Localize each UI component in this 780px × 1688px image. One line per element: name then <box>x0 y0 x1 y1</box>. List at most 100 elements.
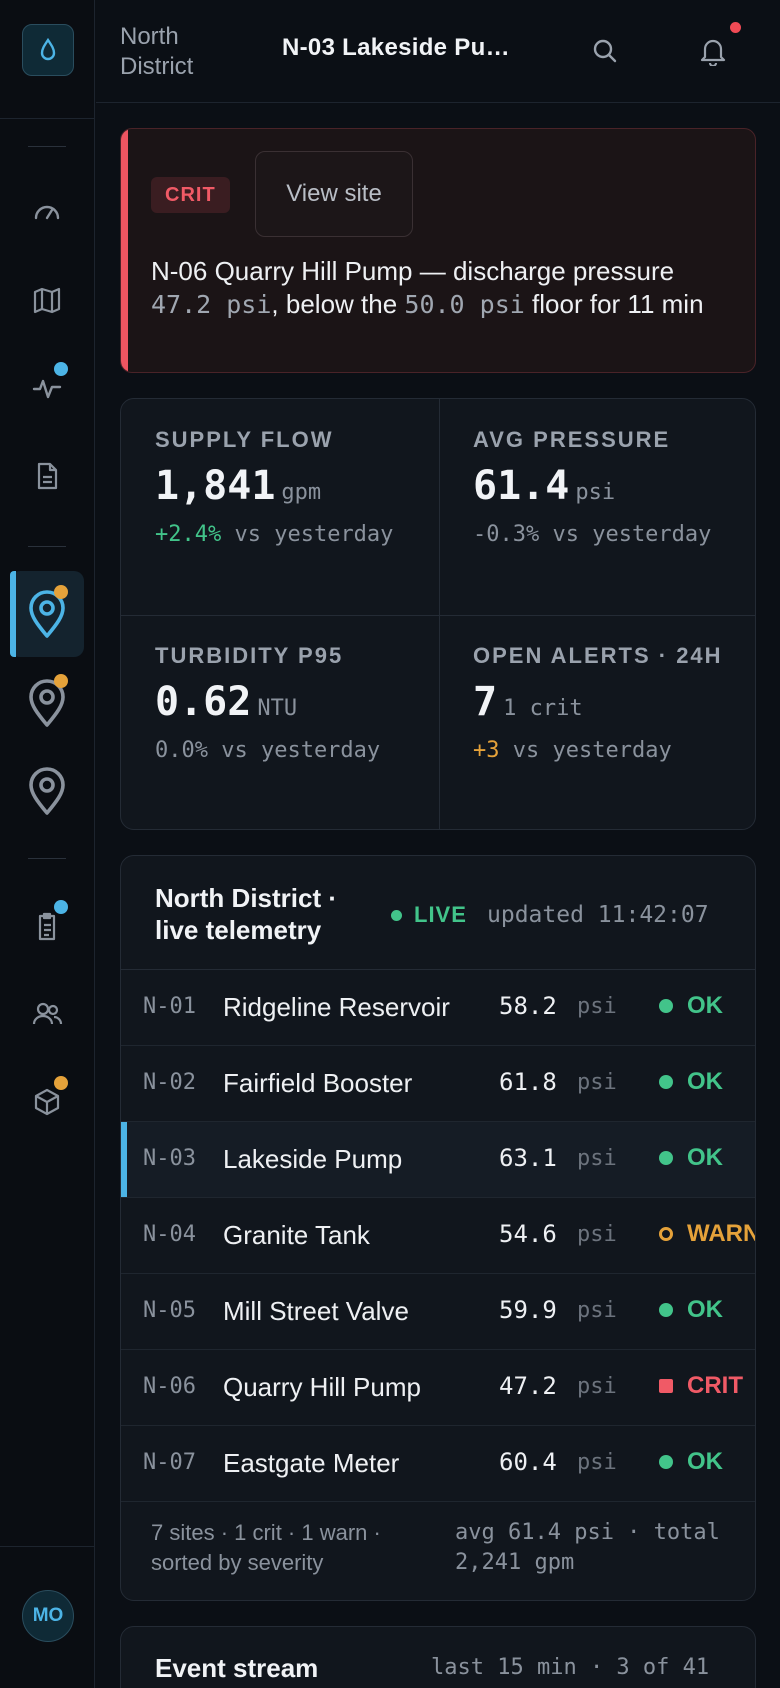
status-ok-dot <box>659 1075 673 1089</box>
district-breadcrumb[interactable]: North District <box>120 23 194 80</box>
status-label: OK <box>687 1068 723 1095</box>
alert-text-part: N-06 Quarry Hill Pump — discharge pressu… <box>151 256 675 286</box>
table-footer-summary: 7 sites · 1 crit · 1 warn · sorted by se… <box>151 1520 381 1575</box>
page-title: N-03 Lakeside Pump Station <box>282 34 522 61</box>
kpi-label: AVG PRESSURE <box>473 427 671 452</box>
site-name: Granite Tank <box>223 1220 370 1250</box>
nav-tasks[interactable] <box>10 896 84 956</box>
water-drop-logo-icon[interactable] <box>22 24 74 76</box>
status-badge: OK <box>659 1448 723 1476</box>
warning-dot <box>54 674 68 688</box>
live-label: LIVE <box>414 902 467 927</box>
pressure-unit: psi <box>577 1222 617 1247</box>
kpi-delta-value: +2.4% <box>155 522 222 547</box>
kpi-supply-flow: SUPPLY FLOW 1,841 gpm +2.4% vs yesterday <box>155 425 455 551</box>
sidebar-rule <box>28 146 66 147</box>
table-footer-totals: avg 61.4 psi · total 2,241 gpm <box>455 1520 720 1575</box>
status-warn-ring <box>659 1227 673 1241</box>
status-label: OK <box>687 1144 723 1171</box>
kpi-value: 61.4 psi <box>473 463 743 509</box>
status-badge: WARN <box>659 1220 756 1248</box>
sidebar-rule <box>28 858 66 859</box>
site-id: N-03 <box>143 1146 196 1171</box>
table-row[interactable]: N-04 Granite Tank 54.6 psi WARN <box>121 1198 755 1274</box>
notification-dot <box>730 22 741 33</box>
nav-site-pin-2[interactable] <box>10 660 84 746</box>
kpi-delta-text: -0.3% vs yesterday <box>473 522 712 547</box>
kpi-label: TURBIDITY P95 <box>155 643 344 668</box>
users-icon <box>32 1002 63 1025</box>
warning-dot <box>54 585 68 599</box>
live-dot <box>391 909 402 921</box>
top-header: North District N-03 Lakeside Pump Statio… <box>96 0 780 103</box>
pressure-value: 59.9 <box>499 1296 557 1324</box>
pressure-unit: psi <box>577 1070 617 1095</box>
status-ok-dot <box>659 999 673 1013</box>
pressure-value: 47.2 <box>499 1372 557 1400</box>
pressure-value: 54.6 <box>499 1220 557 1248</box>
alert-text-part: floor for 11 min <box>524 289 704 319</box>
kpi-label: OPEN ALERTS · 24H <box>473 643 723 668</box>
status-badge: OK <box>659 1144 723 1172</box>
table-row[interactable]: N-06 Quarry Hill Pump 47.2 psi CRIT <box>121 1350 755 1426</box>
status-ok-dot <box>659 1303 673 1317</box>
status-label: CRIT <box>687 1372 743 1399</box>
view-site-button[interactable]: View site <box>255 151 413 237</box>
map-icon <box>33 287 61 314</box>
nav-activity[interactable] <box>10 358 84 418</box>
activity-pulse-icon <box>32 379 62 399</box>
cube-icon <box>34 1088 60 1116</box>
pressure-unit: psi <box>577 1146 617 1171</box>
status-label: WARN <box>687 1220 756 1247</box>
status-badge: OK <box>659 1068 723 1096</box>
nav-site-n03[interactable] <box>10 571 84 657</box>
table-row[interactable]: N-05 Mill Street Valve 59.9 psi OK <box>121 1274 755 1350</box>
nav-site-pin-3[interactable] <box>10 748 84 834</box>
pressure-value: 63.1 <box>499 1144 557 1172</box>
kpi-divider <box>121 615 755 616</box>
site-name: Quarry Hill Pump <box>223 1372 421 1402</box>
site-id: N-05 <box>143 1298 196 1323</box>
event-stream-card: Event stream last 15 min · 3 of 41 <box>120 1626 756 1688</box>
nav-reports[interactable] <box>10 446 84 506</box>
alert-message: N-06 Quarry Hill Pump — discharge pressu… <box>151 255 731 321</box>
pressure-value: 61.8 <box>499 1068 557 1096</box>
pressure-unit: psi <box>577 1298 617 1323</box>
kpi-number: 61.4 <box>473 463 570 509</box>
sidebar-divider <box>0 118 95 119</box>
notifications-button[interactable] <box>696 34 730 68</box>
nav-map[interactable] <box>10 270 84 330</box>
table-row[interactable]: N-01 Ridgeline Reservoir 58.2 psi OK <box>121 970 755 1046</box>
kpi-delta-text: vs yesterday <box>221 522 394 547</box>
kpi-number: 1,841 <box>155 463 276 509</box>
kpi-delta: -0.3% vs yesterday <box>473 519 743 551</box>
critical-alert-banner: CRIT View site N-06 Quarry Hill Pump — d… <box>120 128 756 373</box>
nav-dashboard[interactable] <box>10 182 84 242</box>
kpi-avg-pressure: AVG PRESSURE 61.4 psi -0.3% vs yesterday <box>473 425 743 551</box>
user-avatar[interactable]: MO <box>22 1590 74 1642</box>
pressure-unit: psi <box>577 994 617 1019</box>
table-header: North District · live telemetry LIVE upd… <box>121 856 755 970</box>
updated-timestamp: updated 11:42:07 <box>487 902 709 928</box>
table-title: North District · live telemetry <box>155 883 337 945</box>
table-row[interactable]: N-07 Eastgate Meter 60.4 psi OK <box>121 1426 755 1502</box>
status-badge: OK <box>659 1296 723 1324</box>
site-id: N-02 <box>143 1070 196 1095</box>
nav-inventory[interactable] <box>10 1072 84 1132</box>
pressure-value: 58.2 <box>499 992 557 1020</box>
map-pin-icon <box>29 590 65 638</box>
table-row-selected[interactable]: N-03 Lakeside Pump 63.1 psi OK <box>121 1122 755 1198</box>
site-id: N-06 <box>143 1374 196 1399</box>
kpi-delta-value: +3 <box>473 738 500 763</box>
warning-dot <box>54 1076 68 1090</box>
site-name: Lakeside Pump <box>223 1144 403 1174</box>
live-indicator: LIVE <box>391 902 467 928</box>
status-label: OK <box>687 1448 723 1475</box>
pressure-unit: psi <box>577 1450 617 1475</box>
notification-dot <box>54 900 68 914</box>
table-row[interactable]: N-02 Fairfield Booster 61.8 psi OK <box>121 1046 755 1122</box>
search-button[interactable] <box>588 34 622 68</box>
kpi-number: 0.62 <box>155 679 252 725</box>
nav-team[interactable] <box>10 984 84 1044</box>
